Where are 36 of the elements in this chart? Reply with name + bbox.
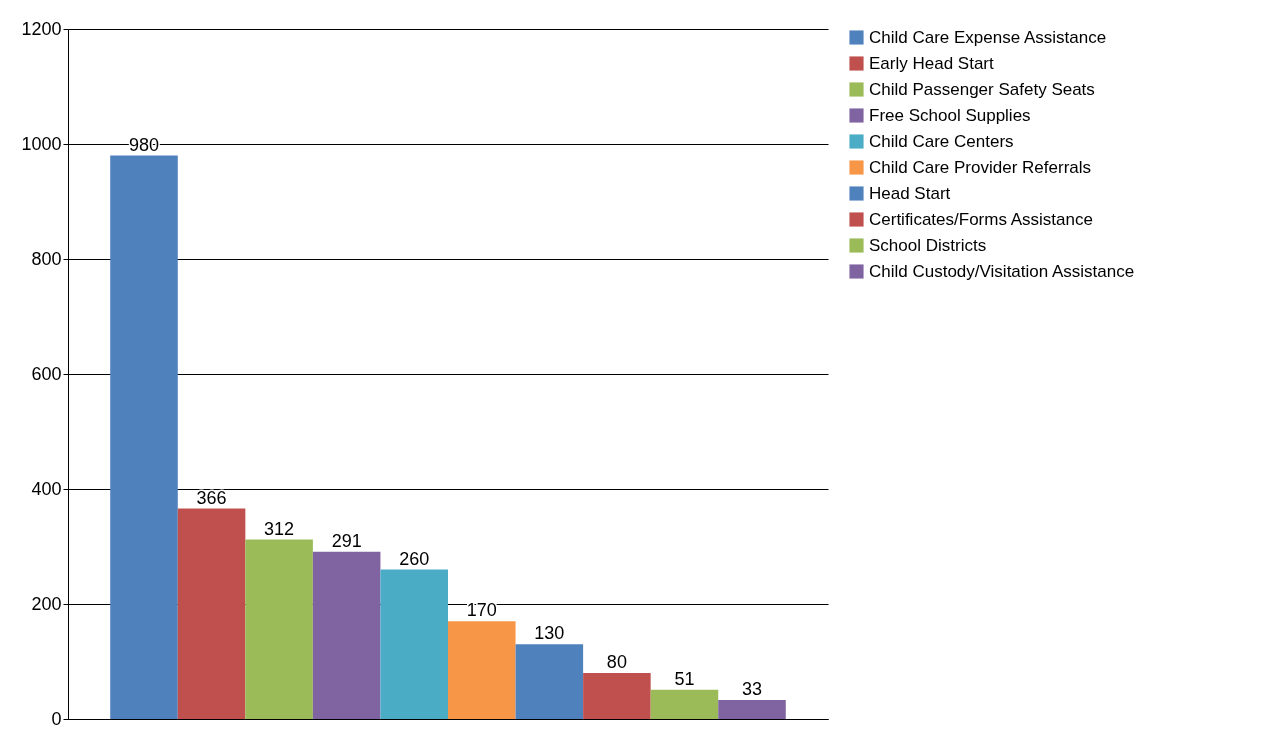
y-tick-label: 0 bbox=[51, 708, 62, 729]
data-label: 366 bbox=[196, 487, 227, 508]
data-label: 130 bbox=[534, 623, 565, 644]
bar bbox=[650, 689, 719, 719]
data-label: 33 bbox=[741, 679, 763, 700]
y-tick-label: 800 bbox=[31, 248, 62, 269]
data-label: 260 bbox=[399, 548, 430, 569]
data-label: 291 bbox=[331, 530, 362, 551]
bar bbox=[245, 539, 313, 719]
bar bbox=[718, 700, 786, 719]
bar bbox=[515, 644, 584, 719]
y-tick-label: 1200 bbox=[21, 18, 62, 39]
y-tick-label: 600 bbox=[31, 363, 62, 384]
legend-label: School Districts bbox=[869, 235, 987, 255]
y-tick-label: 400 bbox=[31, 478, 62, 499]
legend-label: Free School Supplies bbox=[869, 105, 1031, 125]
y-tick-label: 1000 bbox=[21, 133, 62, 154]
legend-label: Early Head Start bbox=[869, 53, 994, 73]
legend-label: Head Start bbox=[869, 183, 951, 203]
data-label: 51 bbox=[674, 668, 695, 689]
legend-label: Child Custody/Visitation Assistance bbox=[869, 261, 1135, 281]
data-label: 312 bbox=[264, 518, 295, 539]
legend-label: Child Passenger Safety Seats bbox=[869, 79, 1095, 99]
bar bbox=[380, 569, 448, 719]
data-label: 80 bbox=[606, 652, 627, 672]
bar bbox=[177, 508, 246, 719]
data-label: 170 bbox=[466, 600, 497, 621]
y-tick-label: 200 bbox=[31, 593, 62, 614]
bar bbox=[312, 551, 381, 719]
legend-label: Certificates/Forms Assistance bbox=[869, 209, 1093, 229]
legend-label: Child Care Provider Referrals bbox=[869, 157, 1092, 177]
bar bbox=[110, 155, 178, 719]
bar bbox=[583, 673, 651, 719]
legend-label: Child Care Centers bbox=[869, 131, 1014, 151]
legend-label: Child Care Expense Assistance bbox=[869, 27, 1107, 47]
bar bbox=[448, 621, 516, 719]
